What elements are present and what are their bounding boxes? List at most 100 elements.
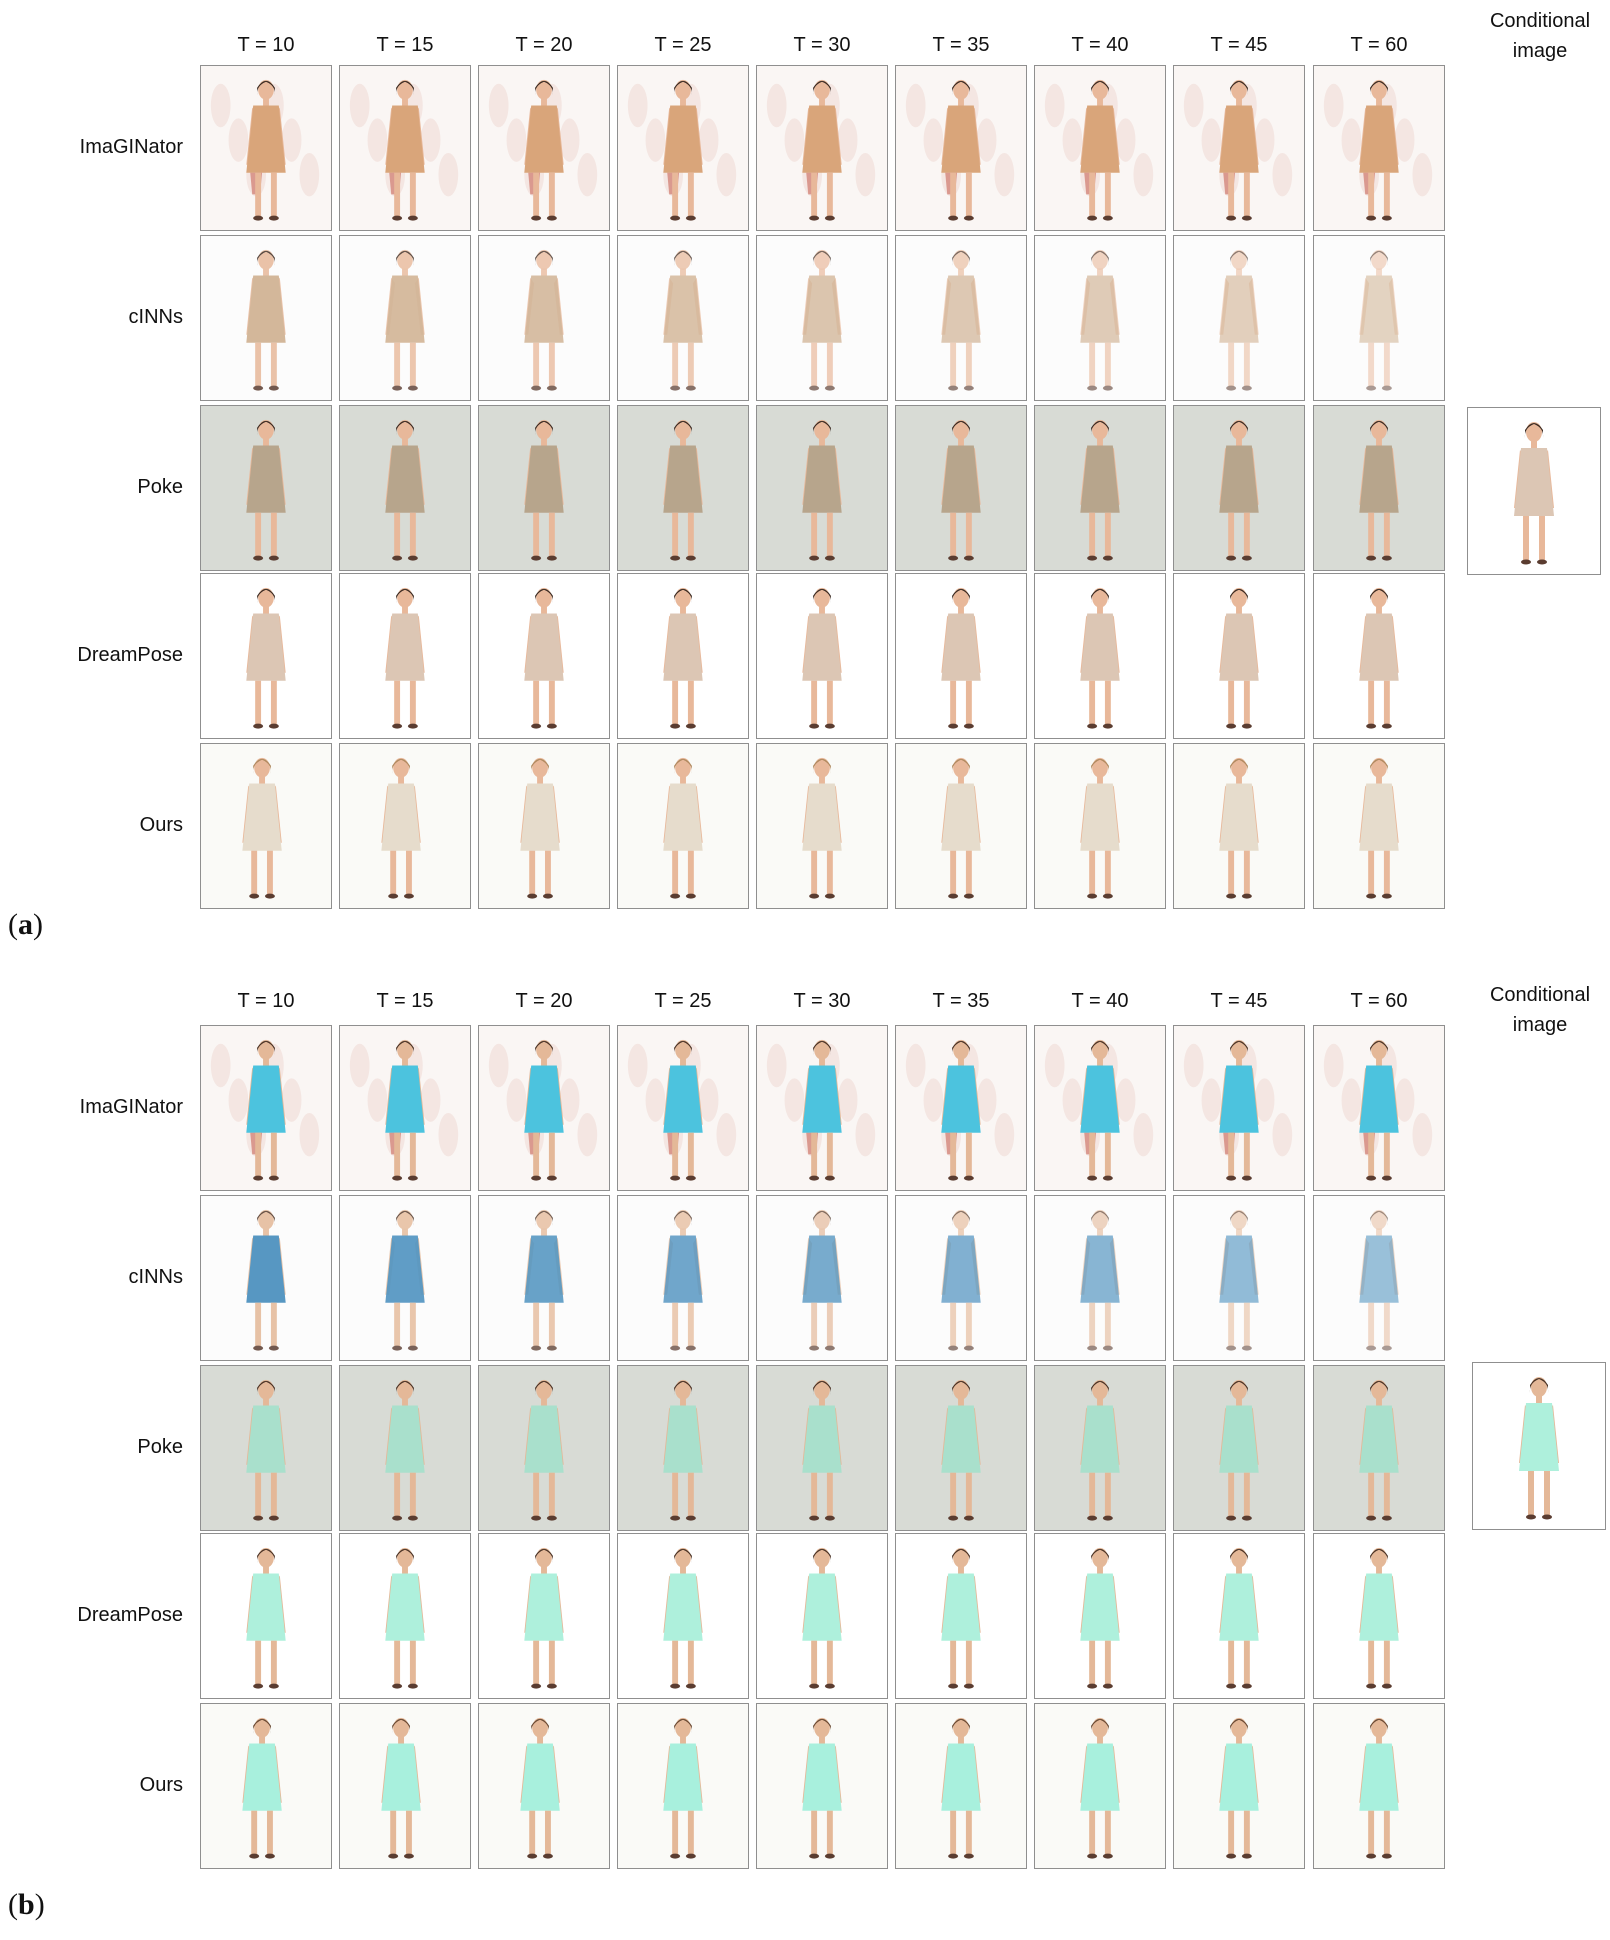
person-figure-icon [663, 1547, 703, 1689]
generated-frame-image [756, 1703, 888, 1869]
person-figure-icon [802, 1379, 842, 1521]
column-header: T = 30 [793, 990, 851, 1012]
person-figure-icon [1219, 1547, 1259, 1689]
person-figure-icon [1359, 249, 1399, 391]
person-figure-icon [1219, 1379, 1259, 1521]
generated-frame-image [617, 405, 749, 571]
column-header: T = 30 [793, 34, 851, 56]
person-figure-icon [663, 587, 703, 729]
person-figure-icon [1359, 1717, 1399, 1859]
person-figure-icon [1044, 79, 1154, 221]
person-figure-icon [246, 419, 286, 561]
generated-frame-image [1034, 1025, 1166, 1191]
generated-frame-image [200, 65, 332, 231]
person-figure-icon [246, 1547, 286, 1689]
generated-frame-image [478, 65, 610, 231]
generated-frame-image [1313, 235, 1445, 401]
method-label: DreamPose [77, 644, 183, 666]
generated-frame-image [478, 1533, 610, 1699]
person-figure-icon [385, 249, 425, 391]
person-figure-icon [385, 587, 425, 729]
generated-frame-image [895, 405, 1027, 571]
generated-frame-image [1173, 235, 1305, 401]
column-header: T = 45 [1210, 990, 1268, 1012]
generated-frame-image [756, 743, 888, 909]
conditional-image-header-line1: Conditional [1489, 10, 1591, 32]
person-figure-icon [663, 1209, 703, 1351]
generated-frame-image [200, 1533, 332, 1699]
person-figure-icon [941, 1379, 981, 1521]
column-header: T = 25 [654, 990, 712, 1012]
generated-frame-image [617, 1365, 749, 1531]
generated-frame-image [478, 1703, 610, 1869]
generated-frame-image [1173, 1025, 1305, 1191]
person-figure-icon [1323, 1039, 1433, 1181]
generated-frame-image [756, 65, 888, 231]
generated-frame-image [1034, 1365, 1166, 1531]
person-figure-icon [1080, 1547, 1120, 1689]
generated-frame-image [895, 1703, 1027, 1869]
person-figure-icon [802, 587, 842, 729]
person-figure-icon [1359, 1379, 1399, 1521]
person-figure-icon [524, 1547, 564, 1689]
generated-frame-image [200, 573, 332, 739]
method-label: Ours [139, 1774, 183, 1796]
person-figure-icon [242, 757, 282, 899]
person-figure-icon [941, 249, 981, 391]
generated-frame-image [1313, 1533, 1445, 1699]
method-label: Poke [137, 476, 183, 498]
person-figure-icon [242, 1717, 282, 1859]
generated-frame-image [1173, 1195, 1305, 1361]
generated-frame-image [1173, 1365, 1305, 1531]
generated-frame-image [1034, 1703, 1166, 1869]
person-figure-icon [1080, 1209, 1120, 1351]
person-figure-icon [1359, 1547, 1399, 1689]
generated-frame-image [478, 1195, 610, 1361]
generated-frame-image [339, 573, 471, 739]
generated-frame-image [895, 235, 1027, 401]
column-header: T = 10 [237, 34, 295, 56]
person-figure-icon [1519, 1377, 1559, 1520]
person-figure-icon [210, 1039, 320, 1181]
person-figure-icon [381, 1717, 421, 1859]
person-figure-icon [1359, 419, 1399, 561]
generated-frame-image [895, 1365, 1027, 1531]
person-figure-icon [524, 587, 564, 729]
column-header: T = 20 [515, 990, 573, 1012]
conditional-image-header-line2: image [1512, 40, 1568, 62]
generated-frame-image [200, 1703, 332, 1869]
generated-frame-image [339, 235, 471, 401]
person-figure-icon [246, 249, 286, 391]
column-header: T = 25 [654, 34, 712, 56]
conditional-image [1467, 407, 1601, 575]
person-figure-icon [1183, 79, 1293, 221]
person-figure-icon [663, 757, 703, 899]
generated-frame-image [200, 1195, 332, 1361]
person-figure-icon [520, 1717, 560, 1859]
generated-frame-image [339, 65, 471, 231]
person-figure-icon [905, 79, 1015, 221]
generated-frame-image [895, 573, 1027, 739]
generated-frame-image [895, 1025, 1027, 1191]
generated-frame-image [617, 1703, 749, 1869]
column-header: T = 35 [932, 34, 990, 56]
person-figure-icon [802, 1547, 842, 1689]
person-figure-icon [520, 757, 560, 899]
person-figure-icon [1080, 249, 1120, 391]
column-header: T = 10 [237, 990, 295, 1012]
generated-frame-image [478, 573, 610, 739]
method-label: cINNs [128, 306, 183, 328]
person-figure-icon [1080, 419, 1120, 561]
generated-frame-image [756, 1195, 888, 1361]
generated-frame-image [200, 1365, 332, 1531]
generated-frame-image [1173, 743, 1305, 909]
person-figure-icon [385, 419, 425, 561]
person-figure-icon [246, 587, 286, 729]
generated-frame-image [756, 1533, 888, 1699]
column-header: T = 60 [1350, 34, 1408, 56]
person-figure-icon [627, 79, 737, 221]
person-figure-icon [663, 1379, 703, 1521]
person-figure-icon [941, 419, 981, 561]
generated-frame-image [478, 1025, 610, 1191]
person-figure-icon [1219, 1717, 1259, 1859]
